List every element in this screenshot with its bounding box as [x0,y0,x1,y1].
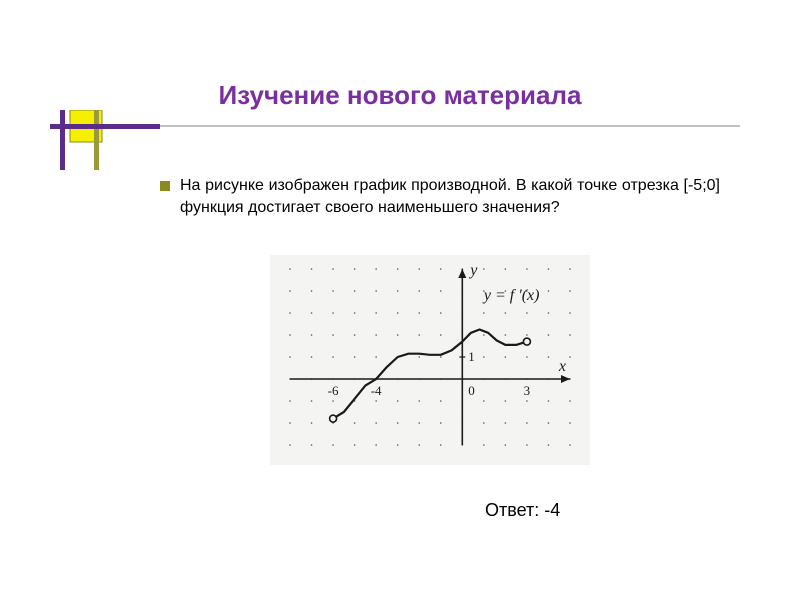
page-title: Изучение нового материала [0,80,800,111]
answer-text: Ответ: -4 [485,500,560,521]
svg-text:3: 3 [524,383,531,398]
bullet-item: На рисунке изображен график производной.… [160,175,720,218]
svg-text:-6: -6 [328,383,339,398]
answer-value: -4 [544,500,560,520]
svg-text:1: 1 [468,349,475,364]
derivative-chart: -6 -4 0 3 1 x yy = f ′(x) [270,255,590,465]
decor-vbar-1 [60,110,65,170]
svg-text:x: x [558,358,566,375]
svg-text:y: y [468,262,478,279]
svg-text:-4: -4 [371,383,382,398]
decor-hbar [50,124,160,129]
chart-svg: -6 -4 0 3 1 x yy = f ′(x) [270,255,590,465]
slide-root: Изучение нового материала На рисунке изо… [0,0,800,600]
decor-vbar-2 [94,110,99,170]
title-underline [160,125,740,127]
answer-label: Ответ: [485,500,539,520]
corner-decor [50,110,160,174]
decor-square [70,110,102,142]
bullet-icon [160,181,170,191]
svg-text:y = f ′(x): y = f ′(x) [482,287,540,304]
question-text: На рисунке изображен график производной.… [180,175,720,218]
svg-text:0: 0 [468,383,475,398]
body-content: На рисунке изображен график производной.… [160,175,720,218]
